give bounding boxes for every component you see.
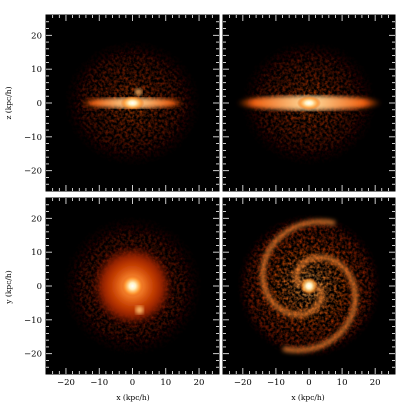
panel-bottom-right [222, 197, 396, 375]
y-tick-label: 0 [37, 99, 42, 109]
y-tick-label: −20 [24, 350, 42, 360]
x-tick-label: 20 [194, 378, 205, 388]
panel-ticks [223, 198, 395, 374]
panel-top-right [222, 14, 396, 192]
spiral-arms [260, 219, 358, 353]
galactic-bulge [300, 277, 318, 295]
y-tick-label: 20 [31, 214, 42, 224]
y-tick-label: 10 [31, 248, 42, 258]
y-axis-title-top: z (kpc/h) [4, 86, 13, 119]
x-tick-label: −10 [267, 378, 285, 388]
y-tick-label: 10 [31, 65, 42, 75]
satellite-galaxy [135, 88, 142, 96]
y-axis-title-bottom: y (kpc/h) [4, 270, 13, 304]
y-tick-label: 20 [31, 31, 42, 41]
y-tick-label: −10 [24, 133, 42, 143]
panel-bottom-left [45, 197, 220, 375]
galactic-bulge [120, 96, 145, 110]
galactic-bulge [121, 275, 144, 297]
x-tick-label: 20 [370, 378, 381, 388]
panel-top-left [45, 14, 220, 192]
x-tick-label: −20 [234, 378, 252, 388]
x-tick-label: 0 [306, 378, 311, 388]
x-tick-label: 0 [130, 378, 135, 388]
y-tick-label: −20 [24, 167, 42, 177]
x-tick-label: −20 [57, 378, 75, 388]
panel-ticks [223, 15, 395, 191]
x-tick-label: −10 [90, 378, 108, 388]
x-tick-label: 10 [337, 378, 348, 388]
satellite-galaxy [135, 306, 144, 314]
x-tick-label: 10 [160, 378, 171, 388]
spiral-arm-1 [260, 219, 336, 318]
y-tick-label: 0 [37, 282, 42, 292]
galactic-bulge [297, 96, 321, 110]
panel-ticks [46, 198, 219, 374]
x-axis-title-left: x (kpc/h) [116, 393, 149, 402]
y-tick-label: −10 [24, 316, 42, 326]
panel-ticks [46, 15, 219, 191]
spiral-arm-2 [282, 254, 358, 353]
x-axis-title-right: x (kpc/h) [291, 393, 324, 402]
